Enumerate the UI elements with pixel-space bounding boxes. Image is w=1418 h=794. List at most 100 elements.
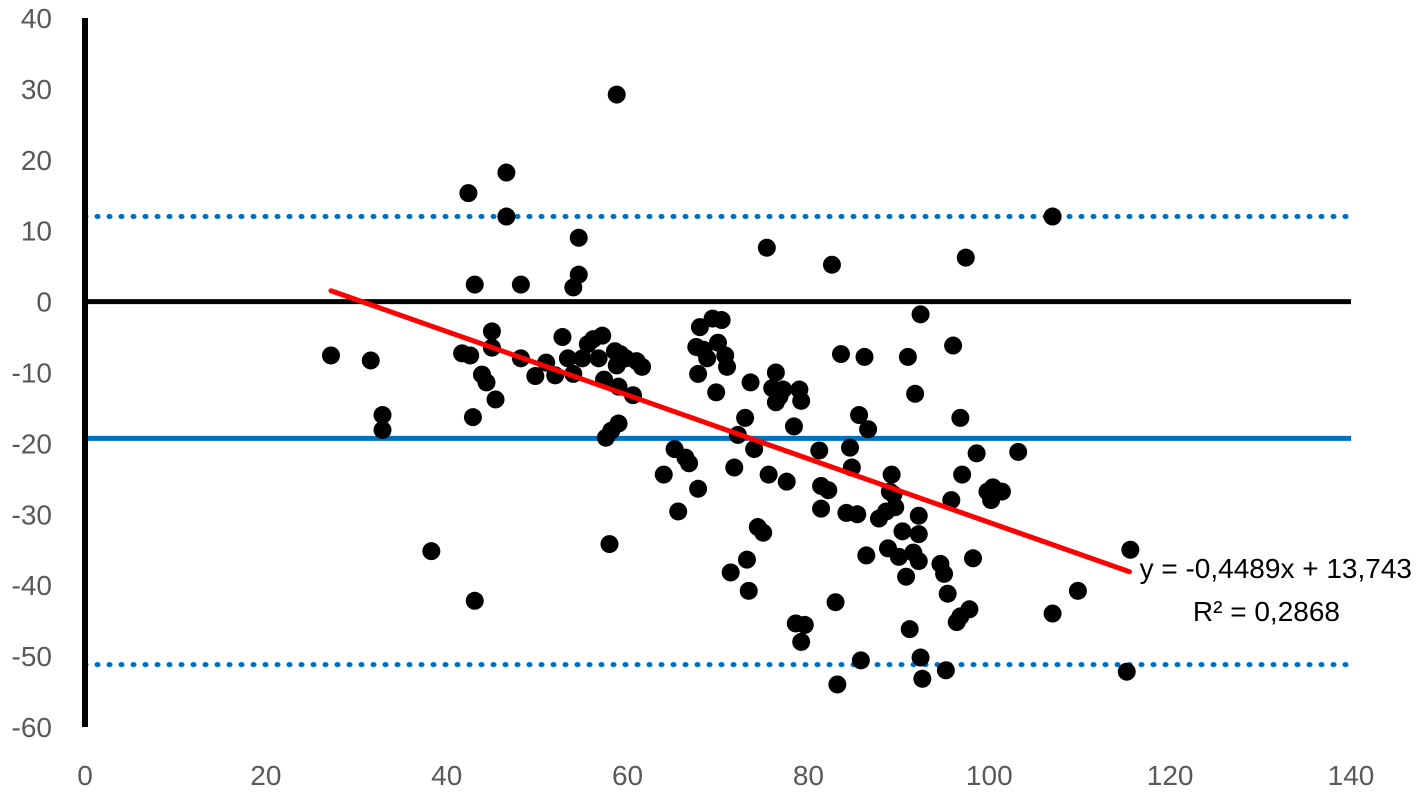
- data-point: [569, 228, 588, 247]
- data-point: [951, 408, 970, 427]
- trendline-r-squared: R² = 0,2868: [1193, 596, 1340, 627]
- data-point: [569, 265, 588, 284]
- data-point: [850, 406, 869, 425]
- data-point: [935, 564, 954, 583]
- data-point: [633, 357, 652, 376]
- data-point: [461, 346, 480, 365]
- data-point: [1121, 540, 1140, 559]
- data-point: [689, 479, 708, 498]
- data-points: [321, 85, 1140, 694]
- data-point: [1009, 442, 1028, 461]
- data-point: [992, 482, 1011, 501]
- data-point: [573, 349, 592, 368]
- data-point: [909, 525, 928, 544]
- data-point: [766, 363, 785, 382]
- data-point: [511, 275, 530, 294]
- y-tick-label: -60: [12, 712, 52, 743]
- y-tick-label: -50: [12, 641, 52, 672]
- data-point: [600, 535, 619, 554]
- data-point: [938, 584, 957, 603]
- data-point: [486, 390, 505, 409]
- data-point: [745, 440, 764, 459]
- data-point: [911, 305, 930, 324]
- data-point: [1117, 662, 1136, 681]
- data-point: [736, 408, 755, 427]
- data-point: [774, 380, 793, 399]
- data-point: [882, 465, 901, 484]
- data-point: [795, 615, 814, 634]
- data-point: [526, 367, 545, 386]
- data-point: [784, 417, 803, 436]
- data-point: [361, 351, 380, 370]
- y-tick-label: 0: [36, 287, 52, 318]
- data-point: [819, 481, 838, 500]
- data-point: [689, 364, 708, 383]
- data-point: [459, 184, 478, 203]
- trendline-equation: y = -0,4489x + 13,743: [1140, 553, 1412, 584]
- y-tick-label: 30: [21, 74, 52, 105]
- y-tick-label: 20: [21, 145, 52, 176]
- data-point: [967, 444, 986, 463]
- data-point: [373, 406, 392, 425]
- data-point: [893, 522, 912, 541]
- data-point: [855, 347, 874, 366]
- y-tick-label: 40: [21, 3, 52, 34]
- trendline-group: [328, 288, 1132, 575]
- data-point: [913, 669, 932, 688]
- data-point: [944, 336, 963, 355]
- data-point: [841, 438, 860, 457]
- data-point: [906, 384, 925, 403]
- data-point: [792, 632, 811, 651]
- data-point: [712, 311, 731, 330]
- data-point: [812, 499, 831, 518]
- data-point: [942, 491, 961, 510]
- data-point: [909, 506, 928, 525]
- data-point: [422, 542, 441, 561]
- data-point: [739, 581, 758, 600]
- y-tick-label: 10: [21, 216, 52, 247]
- data-point: [826, 593, 845, 612]
- data-point: [477, 373, 496, 392]
- data-point: [741, 373, 760, 392]
- data-point: [936, 661, 955, 680]
- data-point: [810, 441, 829, 460]
- data-point: [690, 318, 709, 337]
- data-point: [609, 414, 628, 433]
- data-point: [956, 248, 975, 267]
- data-point: [669, 502, 688, 521]
- data-point: [964, 549, 983, 568]
- y-tick-label: -40: [12, 570, 52, 601]
- y-tick-label: -20: [12, 428, 52, 459]
- data-point: [953, 465, 972, 484]
- data-point: [757, 238, 776, 257]
- y-tick-label: -30: [12, 499, 52, 530]
- x-tick-label: 120: [1147, 760, 1194, 791]
- data-point: [558, 349, 577, 368]
- y-tick-labels: 40 30 20 10 0 -10 -20 -30 -40 -50 -60: [12, 3, 52, 743]
- data-point: [482, 322, 501, 341]
- data-point: [553, 328, 572, 347]
- x-tick-label: 80: [793, 760, 824, 791]
- x-tick-label: 100: [966, 760, 1013, 791]
- data-point: [465, 591, 484, 610]
- data-point: [497, 163, 516, 182]
- data-point: [698, 349, 717, 368]
- data-point: [1068, 581, 1087, 600]
- data-point: [707, 383, 726, 402]
- data-point: [848, 505, 867, 524]
- data-point: [373, 420, 392, 439]
- data-point: [960, 600, 979, 619]
- data-point: [718, 357, 737, 376]
- data-point: [463, 408, 482, 427]
- data-point: [725, 458, 744, 477]
- data-point: [589, 349, 608, 368]
- data-point: [889, 547, 908, 566]
- data-point: [607, 85, 626, 104]
- x-tick-label: 60: [612, 760, 643, 791]
- data-point: [654, 465, 673, 484]
- data-point: [721, 563, 740, 582]
- data-point: [737, 550, 756, 569]
- data-point: [754, 523, 773, 542]
- data-point: [828, 675, 847, 694]
